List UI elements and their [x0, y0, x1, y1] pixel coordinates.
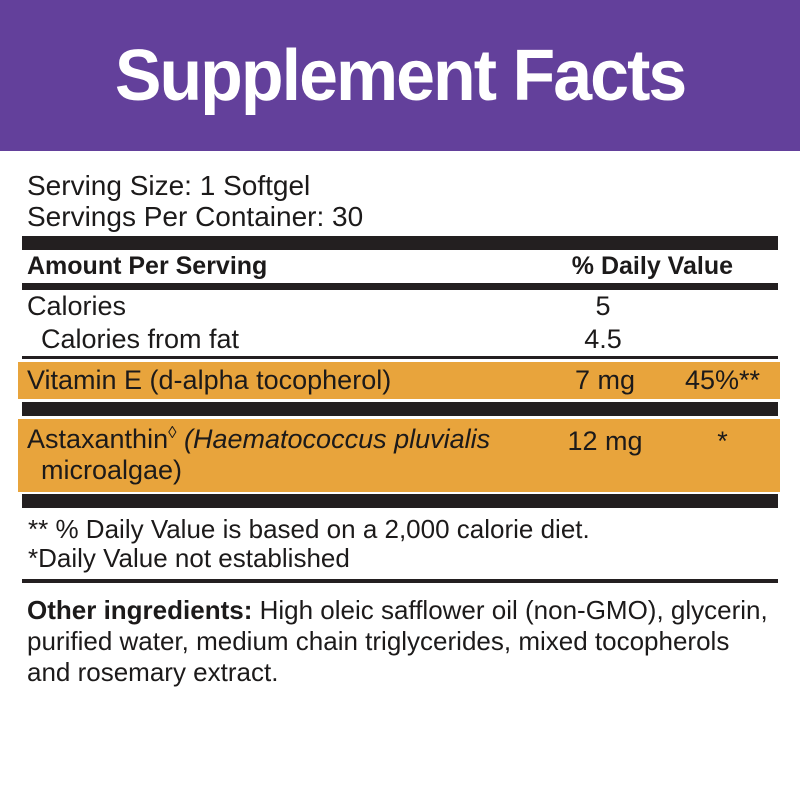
table-row-calories-from-fat: Calories from fat 4.5: [22, 323, 778, 356]
amount-per-serving-header: Amount Per Serving: [27, 252, 268, 280]
serving-size: Serving Size: 1 Softgel: [27, 170, 311, 201]
divider-thick-middle: [22, 402, 778, 416]
nutrient-latin-name: (Haematococcus pluvialis: [176, 424, 491, 454]
nutrient-dv: 45%**: [684, 365, 761, 395]
serving-info: Serving Size: 1 Softgel Servings Per Con…: [22, 151, 778, 232]
divider-medium: [22, 283, 778, 290]
divider-thin: [22, 356, 778, 359]
table-row-astaxanthin: Astaxanthin◊ (Haematococcus pluvialis mi…: [18, 419, 780, 492]
table-row-calories: Calories 5: [22, 290, 778, 323]
divider-thick-top: [22, 236, 778, 250]
table-header-row: Amount Per Serving % Daily Value: [22, 250, 778, 283]
divider-footer: [22, 579, 778, 583]
nutrient-name-main: Astaxanthin: [27, 424, 169, 454]
footnotes: ** % Daily Value is based on a 2,000 cal…: [22, 508, 778, 573]
nutrient-name: Astaxanthin◊ (Haematococcus pluvialis mi…: [27, 424, 545, 486]
nutrient-dv: *: [717, 426, 728, 456]
nutrient-name: Calories: [27, 291, 127, 321]
nutrient-name-line2: microalgae): [41, 455, 183, 485]
daily-value-footnote: ** % Daily Value is based on a 2,000 cal…: [28, 514, 590, 544]
other-ingredients-label: Other ingredients:: [27, 595, 253, 625]
nutrient-amount: 7 mg: [574, 365, 636, 395]
divider-thick-bottom: [22, 494, 778, 508]
daily-value-header: % Daily Value: [571, 252, 733, 280]
nutrient-name: Vitamin E (d-alpha tocopherol): [27, 365, 392, 395]
nutrient-amount: 4.5: [584, 324, 622, 354]
other-ingredients: Other ingredients: High oleic safflower …: [22, 583, 778, 688]
supplement-facts-banner: Supplement Facts: [0, 0, 800, 151]
lozenge-marker: ◊: [168, 423, 177, 442]
dv-not-established-footnote: *Daily Value not established: [28, 543, 350, 573]
supplement-facts-panel: Serving Size: 1 Softgel Servings Per Con…: [18, 151, 780, 688]
page-title: Supplement Facts: [114, 35, 687, 116]
servings-per-container: Servings Per Container: 30: [27, 201, 364, 232]
nutrient-name: Calories from fat: [41, 324, 240, 354]
table-row-vitamin-e: Vitamin E (d-alpha tocopherol) 7 mg 45%*…: [18, 362, 780, 399]
nutrient-amount: 12 mg: [567, 426, 643, 456]
nutrient-amount: 5: [595, 291, 611, 321]
other-ingredients-text: High oleic safflower oil (non-GMO), glyc…: [27, 595, 768, 687]
